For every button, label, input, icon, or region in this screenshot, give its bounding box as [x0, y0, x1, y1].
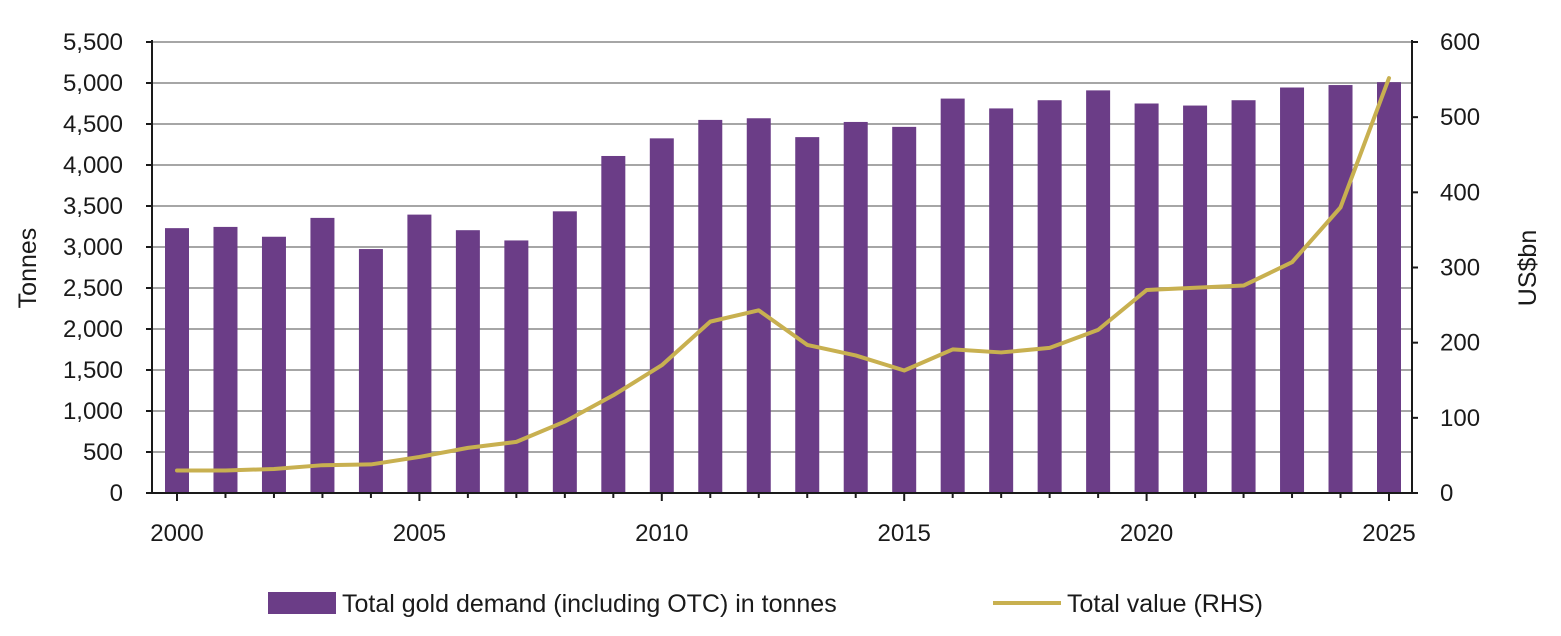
- y-right-tick-label: 500: [1440, 104, 1480, 131]
- y-right-tick-label: 600: [1440, 29, 1480, 56]
- y-left-tick-label: 2,000: [63, 316, 123, 343]
- bar-2015: [892, 126, 917, 494]
- bar-2019: [1086, 90, 1111, 493]
- bar-2006: [455, 230, 480, 493]
- bar-2023: [1280, 87, 1305, 493]
- bar-2021: [1183, 105, 1208, 494]
- y-left-tick-label: 2,500: [63, 275, 123, 302]
- y-left-tick-label: 4,500: [63, 111, 123, 138]
- y-left-tick-label: 3,000: [63, 234, 123, 261]
- bar-2013: [795, 137, 820, 493]
- bar-2018: [1037, 100, 1062, 493]
- bar-2016: [940, 98, 965, 493]
- tick-labels: 0 500 1,000 1,500 2,000 2,500 3,000 3,500 4,000 4…: [63, 29, 1480, 547]
- bar-2008: [552, 211, 577, 493]
- bar-2003: [310, 217, 335, 493]
- x-tick-label: 2000: [150, 520, 203, 547]
- y-left-tick-label: 4,000: [63, 152, 123, 179]
- y-left-tick-label: 3,500: [63, 193, 123, 220]
- y-left-tick-label: 1,000: [63, 398, 123, 425]
- bar-2017: [989, 108, 1014, 494]
- x-tick-label: 2015: [878, 520, 931, 547]
- total-value-line: [175, 76, 1391, 473]
- bar-2025: [1377, 82, 1401, 494]
- bar-2022: [1231, 100, 1256, 493]
- bar-2000: [165, 228, 189, 493]
- line-series: [175, 76, 1391, 473]
- y-right-tick-label: 300: [1440, 255, 1480, 282]
- x-tick-label: 2010: [635, 520, 688, 547]
- bar-2012: [746, 118, 771, 493]
- y-left-tick-label: 500: [83, 439, 123, 466]
- y-left-tick-label: 0: [110, 480, 123, 507]
- bar-2005: [407, 214, 432, 494]
- legend-bar-swatch: [268, 592, 336, 614]
- bar-2011: [698, 119, 723, 494]
- bar-2002: [261, 236, 286, 493]
- bar-2004: [358, 249, 383, 493]
- grid-lines: [152, 41, 1412, 453]
- axes: [146, 40, 1418, 501]
- bar-2024: [1328, 85, 1353, 494]
- x-tick-label: 2020: [1120, 520, 1173, 547]
- bar-2007: [504, 240, 529, 493]
- y-left-tick-label: 5,500: [63, 29, 123, 56]
- bar-series: [165, 82, 1401, 494]
- x-tick-label: 2005: [393, 520, 446, 547]
- bar-2001: [213, 226, 238, 493]
- y-right-axis-title: US$bn: [1514, 230, 1542, 306]
- y-left-tick-label: 1,500: [63, 357, 123, 384]
- y-left-axis-title: Tonnes: [14, 228, 42, 309]
- y-right-tick-label: 200: [1440, 330, 1480, 357]
- y-right-tick-label: 0: [1440, 480, 1453, 507]
- bar-2010: [649, 138, 674, 493]
- bar-2009: [601, 155, 626, 494]
- y-left-tick-label: 5,000: [63, 70, 123, 97]
- bar-2014: [843, 121, 868, 493]
- y-right-tick-label: 400: [1440, 179, 1480, 206]
- legend: Total gold demand (including OTC) in ton…: [268, 590, 1263, 618]
- y-right-tick-label: 100: [1440, 405, 1480, 432]
- legend-line-label: Total value (RHS): [1067, 590, 1263, 618]
- x-tick-label: 2025: [1362, 520, 1415, 547]
- legend-bar-label: Total gold demand (including OTC) in ton…: [342, 590, 837, 618]
